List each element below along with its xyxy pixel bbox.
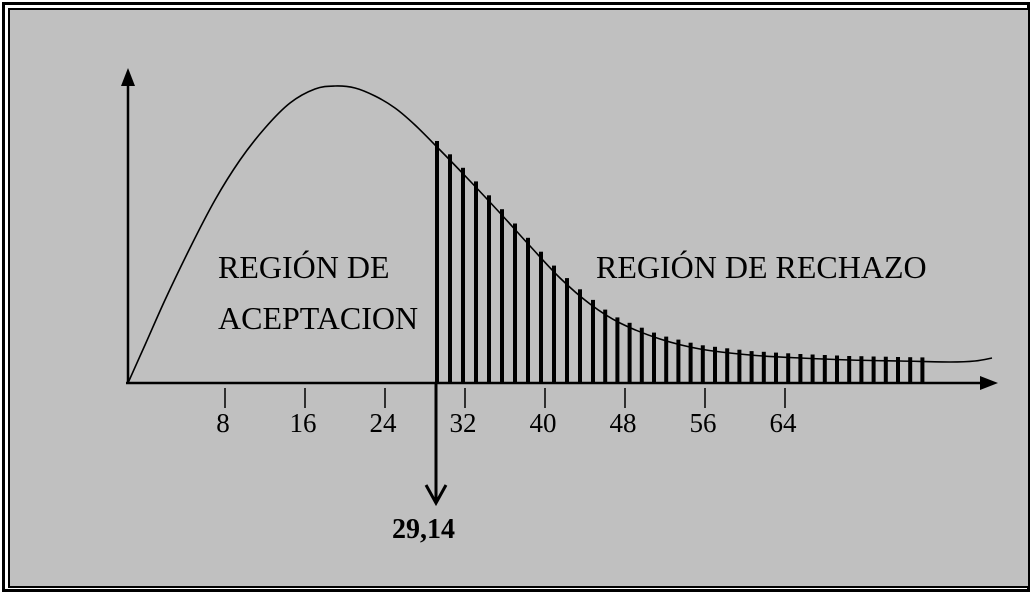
hatch-bar bbox=[448, 154, 452, 383]
hatch-bar bbox=[565, 278, 569, 383]
hatch-bar bbox=[920, 357, 925, 383]
hatch-bar bbox=[798, 354, 803, 383]
critical-value-label: 29,14 bbox=[392, 514, 455, 545]
hatch-bar bbox=[749, 351, 754, 383]
hatch-bar bbox=[737, 349, 742, 383]
hatch-bar bbox=[774, 352, 778, 383]
hatch-bar bbox=[822, 355, 827, 383]
hatch-bar bbox=[435, 141, 439, 383]
hatch-bar bbox=[639, 327, 644, 383]
hatch-bar bbox=[883, 356, 888, 383]
hatch-bar bbox=[786, 353, 791, 383]
hatch-bar bbox=[461, 167, 465, 383]
hatch-bar bbox=[700, 345, 705, 383]
hatch-bar bbox=[859, 356, 864, 383]
hatch-bar bbox=[847, 356, 852, 383]
hatch-bar bbox=[871, 356, 876, 383]
x-tick-label: 8 bbox=[216, 408, 230, 438]
hatch-bar bbox=[664, 336, 669, 383]
diagram-panel bbox=[8, 8, 1030, 588]
hatch-bar bbox=[487, 195, 491, 383]
x-tick-label: 32 bbox=[450, 408, 477, 438]
density-curve bbox=[127, 85, 993, 384]
hatch-bar bbox=[615, 317, 620, 383]
hatch-bar bbox=[539, 251, 543, 383]
hatch-bar bbox=[500, 209, 504, 383]
hatch-bar bbox=[896, 357, 900, 383]
hatch-bar bbox=[835, 355, 839, 383]
x-tick-label: 40 bbox=[530, 408, 557, 438]
x-tick-label: 56 bbox=[690, 408, 717, 438]
hatch-bar bbox=[908, 357, 913, 383]
hatch-bar bbox=[725, 348, 730, 383]
critical-value-arrowhead bbox=[424, 484, 448, 507]
x-axis-ticks: 8 16 24 32 40 48 56 64 bbox=[216, 388, 797, 438]
hatch-bar bbox=[688, 342, 693, 383]
hatch-bar bbox=[603, 309, 608, 383]
x-tick-label: 64 bbox=[770, 408, 798, 438]
hatch-bar bbox=[513, 223, 517, 383]
x-tick-label: 48 bbox=[610, 408, 637, 438]
y-axis-arrowhead bbox=[121, 68, 135, 86]
acceptance-region-label-line1: REGIÓN DE bbox=[218, 249, 390, 285]
rejection-region-label: REGIÓN DE RECHAZO bbox=[596, 249, 927, 285]
hatch-bar bbox=[552, 265, 556, 383]
hatch-bar bbox=[591, 299, 595, 383]
hatch-bar bbox=[578, 289, 582, 383]
hatch-bar bbox=[474, 181, 478, 383]
hatch-bar bbox=[761, 351, 766, 383]
hatch-bar bbox=[526, 237, 530, 383]
hatch-bar bbox=[810, 354, 815, 383]
x-axis-arrowhead bbox=[980, 376, 998, 390]
x-tick-label: 24 bbox=[370, 408, 398, 438]
x-tick-label: 16 bbox=[290, 408, 317, 438]
hatch-bar bbox=[627, 322, 632, 383]
acceptance-region-label-line2: ACEPTACION bbox=[218, 300, 418, 336]
hatch-bar bbox=[652, 332, 656, 383]
hatch-bar bbox=[713, 346, 717, 383]
rejection-region-hatching bbox=[435, 141, 925, 383]
hatch-bar bbox=[676, 339, 681, 383]
